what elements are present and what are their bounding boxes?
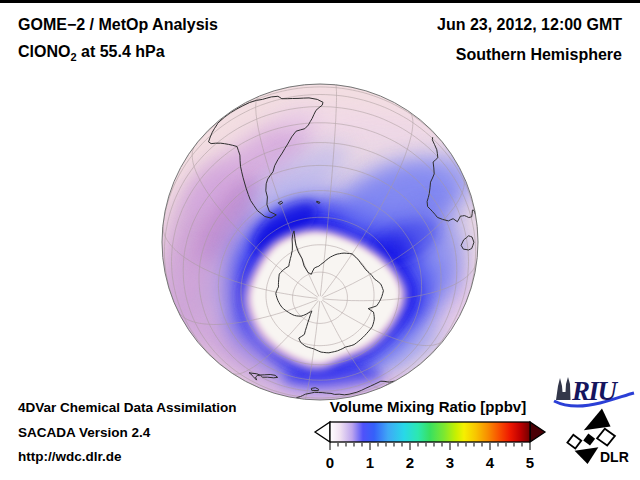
colorbar-tick-label: 0 [326,454,334,471]
globe-field [140,84,496,410]
riu-cathedral-icon [556,377,571,400]
colorbar-tick-label: 2 [406,454,414,471]
assimilation-label: 4DVar Chemical Data Assimilation [18,400,237,415]
version-label: SACADA Version 2.4 [18,425,150,440]
colorbar-ticks [330,443,530,450]
colorbar-tick-label: 3 [446,454,454,471]
colorbar-left-arrow [315,422,330,442]
colorbar-title: Volume Mixing Ratio [ppbv] [300,398,556,415]
dlr-logo-text: DLR [600,449,629,465]
riu-logo-text: RIU [571,376,619,406]
url-label: http://wdc.dlr.de [18,449,122,464]
colorbar-right-arrow [530,422,545,442]
hemisphere-map [0,0,640,410]
colorbar-tick-label: 5 [526,454,534,471]
colorbar: 0 1 2 3 4 5 [300,414,560,474]
colorbar-gradient [330,422,530,442]
dlr-logo: DLR [565,405,640,470]
colorbar-tick-label: 4 [486,454,495,471]
colorbar-tick-label: 1 [366,454,374,471]
